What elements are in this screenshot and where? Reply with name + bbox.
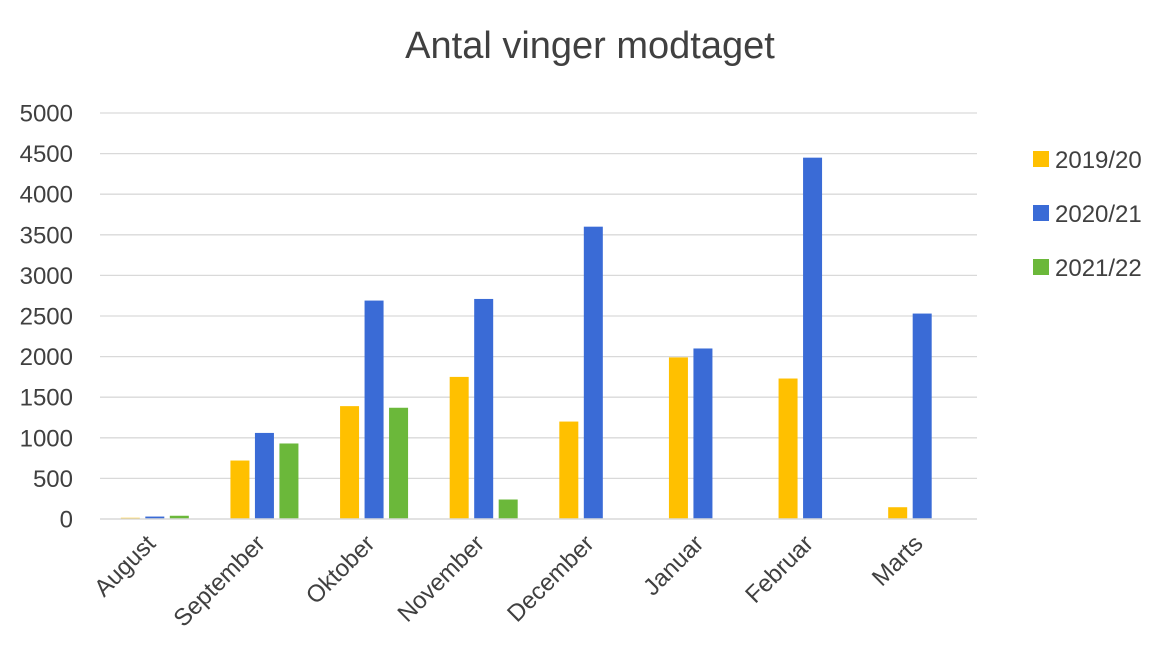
- x-tick-label: Januar: [638, 530, 709, 601]
- y-tick-label: 3000: [20, 263, 73, 290]
- bar-august-2021-22: [169, 515, 189, 519]
- y-tick-label: 1000: [20, 425, 73, 452]
- bar-december-2019-20: [559, 421, 579, 519]
- x-tick-label: Februar: [740, 530, 819, 609]
- legend-swatch: [1033, 205, 1049, 221]
- x-tick-label: November: [393, 530, 490, 627]
- x-axis-ticks: August September Oktober November December Ja…: [89, 530, 928, 632]
- y-tick-label: 500: [33, 466, 73, 493]
- gridlines: [100, 112, 977, 480]
- bars: [120, 157, 932, 519]
- y-tick-label: 5000: [20, 101, 73, 128]
- bar-oktober-2019-20: [340, 406, 360, 519]
- y-tick-label: 4500: [20, 141, 73, 168]
- bar-februar-2019-20: [778, 378, 798, 519]
- bar-oktober-2020-21: [364, 300, 384, 519]
- y-tick-label: 2000: [20, 344, 73, 371]
- bar-oktober-2021-22: [389, 407, 409, 519]
- legend-label: 2019/20: [1055, 147, 1142, 174]
- bar-december-2020-21: [583, 226, 603, 519]
- bar-januar-2019-20: [668, 357, 688, 519]
- y-tick-label: 3500: [20, 222, 73, 249]
- y-tick-label: 4000: [20, 182, 73, 209]
- bar-marts-2020-21: [912, 313, 932, 519]
- bar-januar-2020-21: [693, 348, 713, 519]
- bar-marts-2019-20: [888, 507, 908, 519]
- x-tick-label: Oktober: [301, 530, 380, 609]
- x-tick-label: December: [502, 530, 599, 627]
- x-tick-label: August: [89, 530, 161, 602]
- legend-swatch: [1033, 151, 1049, 167]
- bar-november-2020-21: [474, 298, 494, 519]
- x-tick-label: September: [169, 530, 271, 632]
- bar-november-2019-20: [449, 376, 469, 519]
- y-tick-label: 2500: [20, 304, 73, 331]
- x-tick-label: Marts: [867, 530, 929, 592]
- bar-februar-2020-21: [803, 157, 823, 519]
- bar-august-2020-21: [145, 516, 165, 519]
- bar-november-2021-22: [498, 499, 518, 519]
- legend-swatch: [1033, 259, 1049, 275]
- bar-september-2021-22: [279, 443, 299, 519]
- legend-label: 2021/22: [1055, 255, 1142, 282]
- y-tick-label: 0: [60, 507, 73, 534]
- legend: 2019/20 2020/21 2021/22: [1033, 147, 1142, 282]
- chart-title: Antal vinger modtaget: [405, 25, 775, 67]
- legend-label: 2020/21: [1055, 201, 1142, 228]
- y-tick-label: 1500: [20, 385, 73, 412]
- y-axis-ticks: 0 500 1000 1500 2000 2500 3000 3500 4000 4500 5000: [20, 101, 73, 534]
- bar-september-2019-20: [230, 460, 250, 519]
- bar-september-2020-21: [254, 432, 274, 519]
